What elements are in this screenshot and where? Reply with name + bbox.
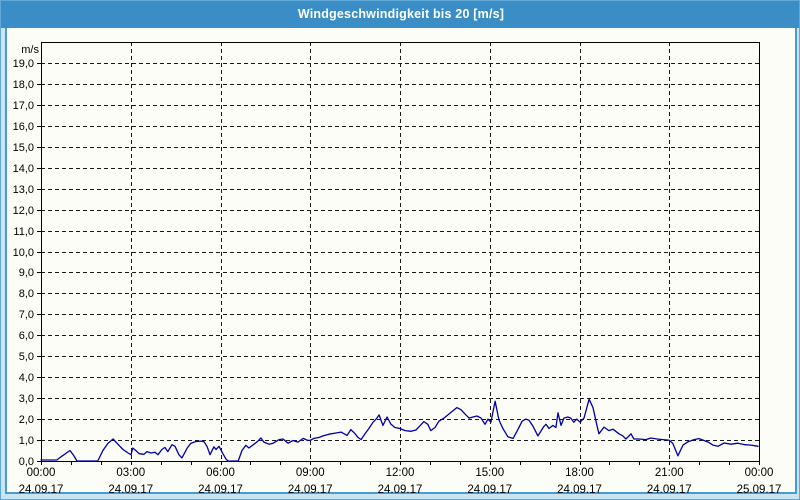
x-tick-date: 25.09.17 bbox=[737, 484, 782, 496]
x-tick-date: 24.09.17 bbox=[108, 484, 153, 496]
plot-border bbox=[41, 42, 760, 462]
axis-ticks bbox=[37, 63, 760, 465]
chart-title: Windgeschwindigkeit bis 20 [m/s] bbox=[297, 7, 505, 21]
x-tick-date: 24.09.17 bbox=[288, 484, 333, 496]
x-tick-date: 24.09.17 bbox=[19, 484, 64, 496]
svg-text:18,0: 18,0 bbox=[13, 79, 34, 91]
x-tick-time: 00:00 bbox=[745, 467, 774, 479]
x-tick-time: 12:00 bbox=[386, 467, 415, 479]
x-axis-labels: 00:00 24.09.17 03:00 24.09.17 06:00 24.09.17 0… bbox=[19, 467, 782, 496]
y-axis-labels: 0,0 1,0 2,0 3,0 4,0 5,0 6,0 7,0 8,0 9,0 10,0 11,0 12… bbox=[13, 58, 34, 468]
grid-lines bbox=[41, 42, 759, 461]
svg-text:0,0: 0,0 bbox=[19, 456, 34, 468]
svg-text:17,0: 17,0 bbox=[13, 100, 34, 112]
x-tick-time: 03:00 bbox=[116, 467, 145, 479]
svg-text:10,0: 10,0 bbox=[13, 247, 34, 259]
svg-text:19,0: 19,0 bbox=[13, 58, 34, 70]
x-tick-time: 00:00 bbox=[27, 467, 56, 479]
svg-text:6,0: 6,0 bbox=[19, 330, 34, 342]
x-tick-time: 18:00 bbox=[565, 467, 594, 479]
svg-text:14,0: 14,0 bbox=[13, 163, 34, 175]
svg-text:13,0: 13,0 bbox=[13, 184, 34, 196]
svg-text:12,0: 12,0 bbox=[13, 205, 34, 217]
x-tick-date: 24.09.17 bbox=[198, 484, 243, 496]
svg-text:9,0: 9,0 bbox=[19, 267, 34, 279]
x-tick-date: 24.09.17 bbox=[467, 484, 512, 496]
svg-text:2,0: 2,0 bbox=[19, 414, 34, 426]
svg-text:15,0: 15,0 bbox=[13, 142, 34, 154]
series-line-windgeschwindigkeit bbox=[40, 398, 759, 462]
svg-text:16,0: 16,0 bbox=[13, 121, 34, 133]
svg-text:4,0: 4,0 bbox=[19, 372, 34, 384]
x-tick-time: 09:00 bbox=[296, 467, 325, 479]
x-tick-time: 21:00 bbox=[655, 467, 684, 479]
svg-text:5,0: 5,0 bbox=[19, 351, 34, 363]
x-tick-time: 06:00 bbox=[206, 467, 235, 479]
x-tick-date: 24.09.17 bbox=[378, 484, 423, 496]
y-axis-unit-label: m/s bbox=[21, 44, 39, 56]
svg-text:8,0: 8,0 bbox=[19, 288, 34, 300]
x-tick-date: 24.09.17 bbox=[557, 484, 602, 496]
svg-text:11,0: 11,0 bbox=[13, 226, 34, 238]
svg-text:7,0: 7,0 bbox=[19, 309, 34, 321]
x-tick-date: 24.09.17 bbox=[647, 484, 692, 496]
svg-text:3,0: 3,0 bbox=[19, 393, 34, 405]
chart-title-bar: Windgeschwindigkeit bis 20 [m/s] bbox=[1, 1, 799, 28]
svg-text:1,0: 1,0 bbox=[19, 435, 34, 447]
x-tick-time: 15:00 bbox=[475, 467, 504, 479]
